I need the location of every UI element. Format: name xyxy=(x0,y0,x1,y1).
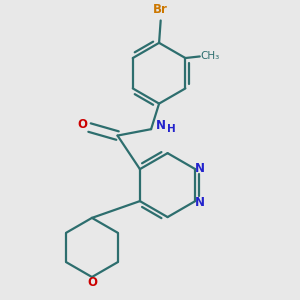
Text: N: N xyxy=(195,162,205,175)
Text: N: N xyxy=(156,119,166,133)
Text: H: H xyxy=(167,124,176,134)
Text: N: N xyxy=(195,196,205,209)
Text: O: O xyxy=(87,276,97,289)
Text: Br: Br xyxy=(153,3,168,16)
Text: CH₃: CH₃ xyxy=(200,51,220,62)
Text: O: O xyxy=(77,118,87,131)
